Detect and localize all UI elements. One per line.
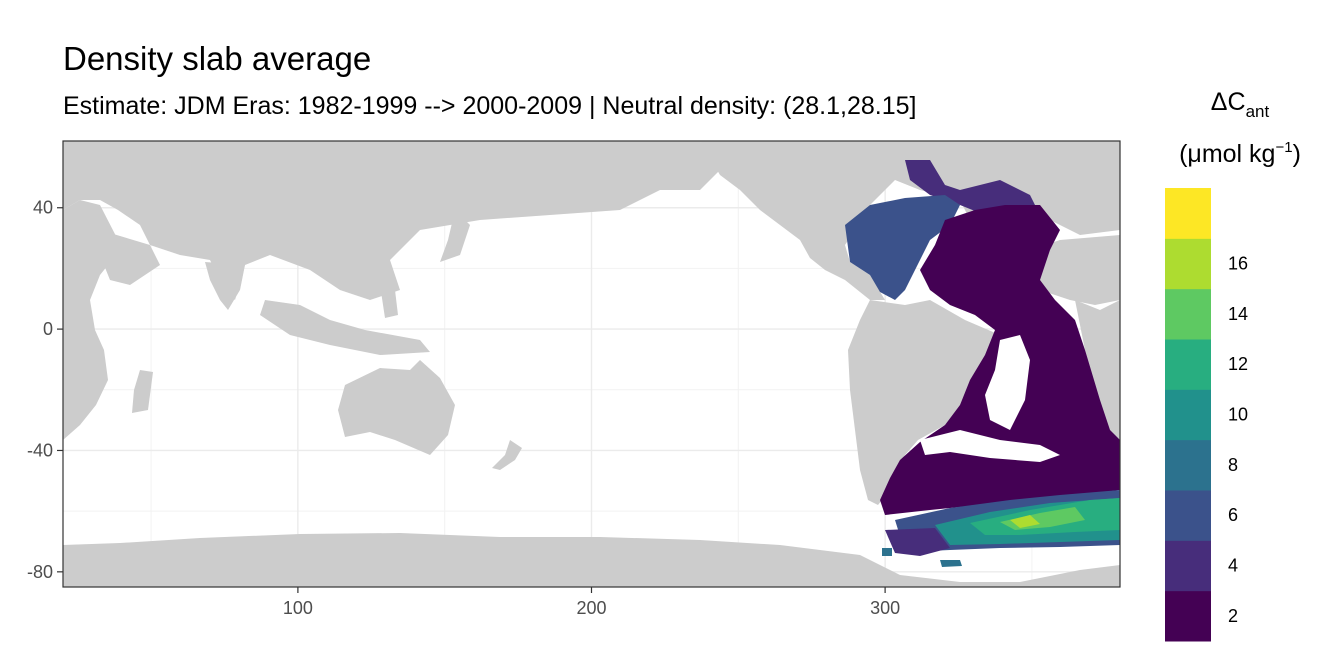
land-africa-west xyxy=(1075,300,1120,440)
cells-weddell-small xyxy=(940,560,962,567)
y-tick-label: 0 xyxy=(43,319,53,339)
land-eurasia xyxy=(63,141,720,300)
land-madagascar xyxy=(132,370,153,413)
legend-label: 12 xyxy=(1228,354,1248,374)
legend: ΔCant (μmol kg−1) 2 4 6 8 10 12 14 16 xyxy=(1165,88,1301,642)
cells-gap-south xyxy=(920,430,1060,462)
map-layer xyxy=(63,141,1120,587)
x-tick-label: 300 xyxy=(870,598,900,618)
cells-gap-mid xyxy=(985,335,1030,430)
legend-label: 10 xyxy=(1228,405,1248,425)
legend-unit: (μmol kg−1) xyxy=(1179,139,1301,168)
land-north-america xyxy=(700,141,1120,300)
cells-southern-band-yellow xyxy=(1010,515,1040,528)
legend-swatch xyxy=(1165,238,1211,290)
land-layer xyxy=(63,141,1120,587)
land-australia xyxy=(338,360,455,455)
legend-label: 6 xyxy=(1228,505,1238,525)
land-japan xyxy=(440,210,470,262)
y-tick-label: -80 xyxy=(27,562,53,582)
land-antarctica xyxy=(63,533,1120,587)
y-tick-label: -40 xyxy=(27,440,53,460)
legend-label: 8 xyxy=(1228,455,1238,475)
y-tick-label: 40 xyxy=(33,198,53,218)
cells-gulf-caribbean xyxy=(845,195,960,300)
legend-title: ΔCant xyxy=(1211,88,1270,121)
legend-label: 14 xyxy=(1228,304,1248,324)
legend-swatch xyxy=(1165,540,1211,592)
cells-weddell-edge xyxy=(882,548,892,556)
legend-colorbar: 2 4 6 8 10 12 14 16 xyxy=(1165,188,1248,642)
chart-title: Density slab average xyxy=(63,40,372,77)
x-tick-label: 200 xyxy=(576,598,606,618)
legend-swatch xyxy=(1165,490,1211,541)
chart-subtitle: Estimate: JDM Eras: 1982-1999 --> 2000-2… xyxy=(63,92,917,120)
land-europe-west xyxy=(1030,235,1120,305)
legend-swatch xyxy=(1165,590,1211,642)
legend-swatch xyxy=(1165,288,1211,340)
land-indonesia xyxy=(260,300,430,355)
cells-weddell-dark xyxy=(885,528,950,556)
delta-cant-cells xyxy=(845,160,1120,567)
x-tick-label: 100 xyxy=(283,598,313,618)
legend-swatch xyxy=(1165,389,1211,441)
legend-swatch xyxy=(1165,188,1211,239)
legend-swatch xyxy=(1165,339,1211,390)
legend-swatch xyxy=(1165,439,1211,491)
land-arabia xyxy=(100,230,160,285)
map-panel xyxy=(62,140,1121,588)
land-india xyxy=(205,262,245,310)
legend-label: 16 xyxy=(1228,254,1248,274)
legend-label: 4 xyxy=(1228,556,1238,576)
land-south-america xyxy=(848,300,1000,505)
land-philippines xyxy=(380,285,398,318)
legend-label: 2 xyxy=(1228,606,1238,626)
land-new-zealand xyxy=(492,440,522,470)
